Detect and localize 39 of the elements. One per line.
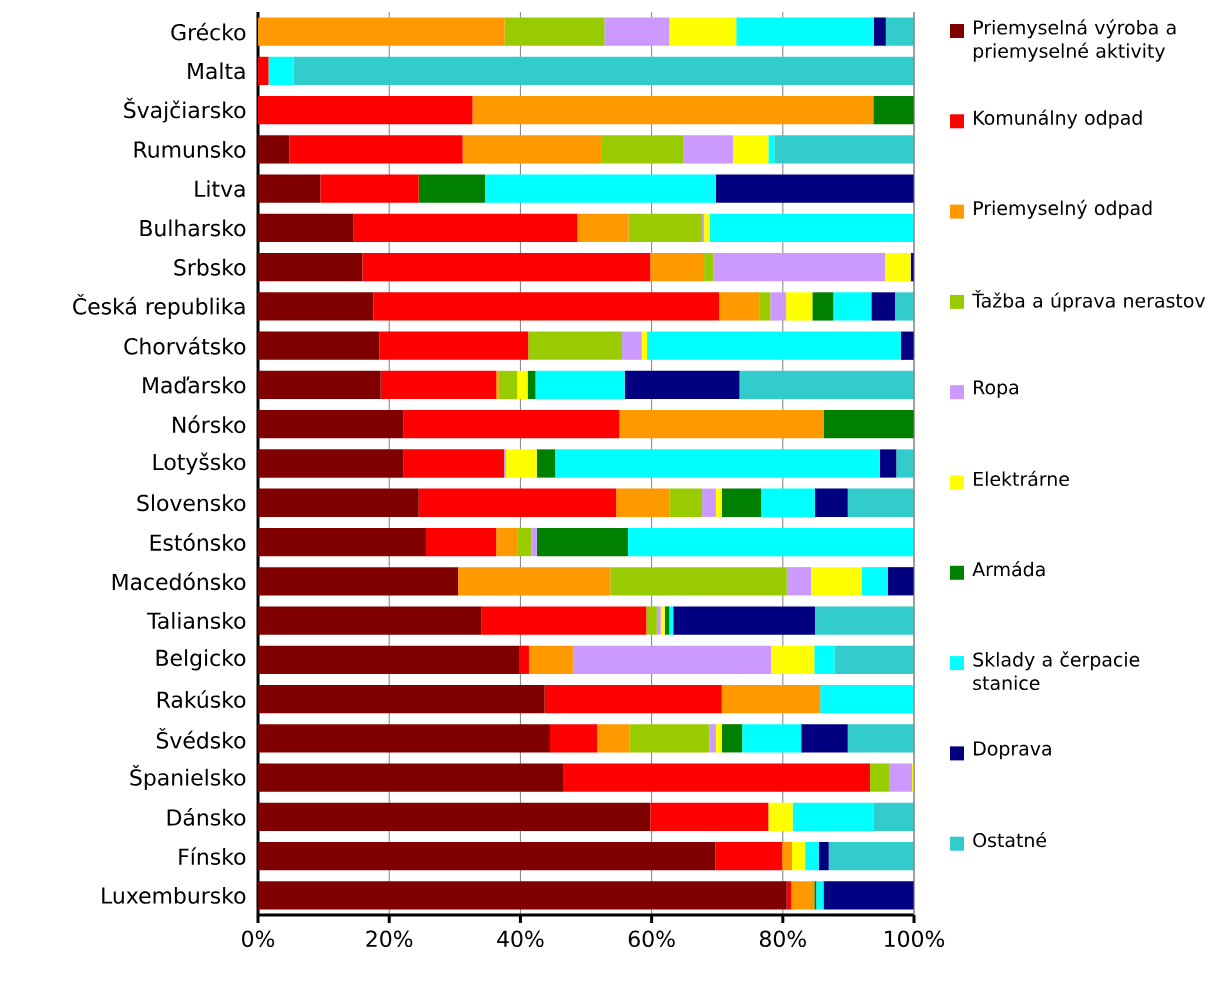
- y-tick-label: Srbsko: [174, 258, 246, 276]
- y-tick-label: Slovensko: [137, 494, 246, 512]
- y-tick-label: Bulharsko: [140, 219, 246, 237]
- y-tick-label: Luxembursko: [102, 886, 246, 904]
- y-tick-label: Nórsko: [173, 415, 246, 434]
- legend-label: Priemyselný odpad: [974, 199, 1152, 219]
- legend-label: Ropa: [974, 380, 1019, 399]
- x-tick-label: 20%: [366, 930, 413, 948]
- x-tick-label: 60%: [628, 930, 675, 948]
- y-tick-label: Španielsko: [130, 765, 246, 791]
- legend-label: Priemyselná výroba a priemyselné aktivity: [973, 19, 1176, 62]
- y-tick-label: Estónsko: [150, 533, 246, 551]
- y-tick-label: Grécko: [171, 22, 246, 41]
- y-tick-label: Taliansko: [146, 612, 246, 630]
- y-tick-label: Švédsko: [156, 727, 246, 749]
- legend-label: Komunálny odpad: [974, 109, 1142, 129]
- legend-label: Armáda: [972, 560, 1045, 577]
- x-tick-label: 40%: [497, 930, 544, 948]
- legend-label: Sklady a čerpacie stanice: [973, 651, 1140, 691]
- y-tick-label: Dánsko: [167, 807, 246, 826]
- y-tick-label: Macedónsko: [112, 572, 246, 591]
- y-tick-label: Rakúsko: [157, 690, 246, 708]
- y-tick-label: Litva: [195, 180, 245, 198]
- legend-label: Ostatné: [973, 831, 1047, 848]
- legend-label: Ťažba a úprava nerastov: [972, 290, 1206, 312]
- y-tick-label: Malta: [188, 62, 245, 80]
- y-tick-label: Švajčiarsko: [124, 97, 246, 123]
- legend-label: Elektrárne: [974, 470, 1069, 487]
- y-tick-label: Chorvátsko: [124, 336, 246, 355]
- x-tick-label: 80%: [759, 930, 806, 948]
- x-tick-label: 0%: [242, 930, 275, 948]
- x-tick-label: 100%: [885, 930, 945, 948]
- legend-label: Doprava: [974, 741, 1051, 760]
- y-tick-label: Fínsko: [179, 847, 246, 866]
- y-tick-label: Maďarsko: [143, 376, 246, 394]
- y-tick-label: Rumunsko: [134, 140, 246, 158]
- y-tick-label: Belgicko: [156, 649, 246, 671]
- y-tick-label: Česká republika: [73, 293, 245, 319]
- y-tick-label: Lotyšsko: [153, 452, 246, 475]
